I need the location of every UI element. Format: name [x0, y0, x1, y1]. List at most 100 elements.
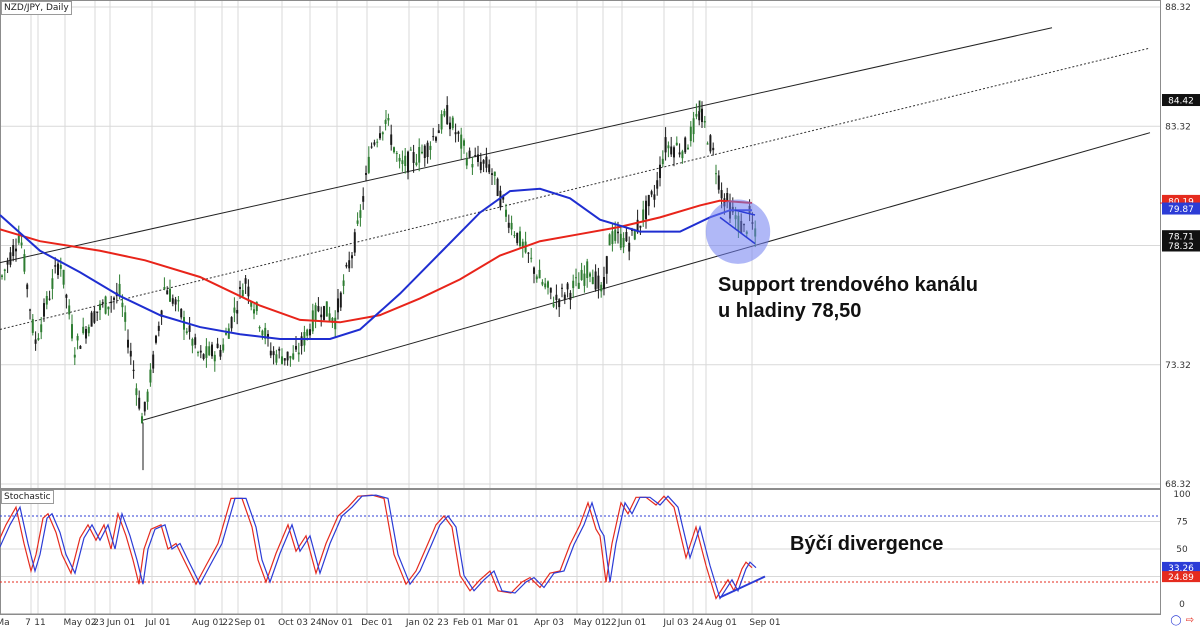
candle-body [93, 311, 96, 323]
candle [645, 195, 647, 229]
candle [20, 235, 23, 249]
candle [496, 177, 499, 197]
candle [698, 100, 701, 126]
candle-body [174, 299, 177, 305]
candle [99, 300, 101, 320]
x-tick-label: Apr 03 [534, 618, 564, 628]
divergence-annotation-line: Býčí divergence [790, 533, 944, 555]
candle-body [222, 344, 225, 351]
candle [670, 136, 673, 157]
candle-body [353, 232, 356, 253]
candle [171, 294, 174, 307]
candle-body [510, 222, 513, 230]
support-annotation-line-2: u hladiny 78,50 [718, 300, 862, 322]
candle [90, 310, 93, 327]
stochastic-label[interactable]: Stochastic [1, 490, 54, 504]
candle-body [12, 245, 15, 257]
candle [493, 171, 496, 185]
candle-body [709, 135, 712, 152]
candle [40, 317, 43, 340]
candle-body [395, 153, 398, 155]
candle [79, 345, 82, 350]
candle [569, 290, 572, 310]
candle-body [306, 329, 309, 336]
x-tick-label: Feb 01 [453, 618, 483, 628]
candle-body [241, 290, 244, 297]
candle [275, 349, 278, 366]
price-tick-label: 83.32 [1165, 122, 1191, 132]
candle [404, 147, 407, 174]
candle-body [233, 307, 236, 313]
candle-body [572, 280, 575, 289]
stoch-marker-label: 33.26 [1168, 564, 1194, 574]
candle [37, 333, 40, 341]
candle [692, 111, 695, 143]
price-tick-label: 68.32 [1165, 480, 1191, 490]
candle-body [143, 401, 146, 412]
candle-body [155, 335, 157, 343]
candle-body [552, 304, 555, 307]
chart-layout-icon[interactable]: ◯ [1170, 615, 1182, 626]
candle [625, 228, 628, 243]
candle [603, 266, 605, 296]
candle-body [300, 336, 303, 347]
candle [157, 321, 160, 337]
price-marker: 78.32 [1162, 239, 1200, 252]
candle [695, 103, 698, 120]
candle-body [230, 317, 233, 329]
ma-red-line [0, 199, 753, 324]
candle-body [527, 252, 530, 254]
arrow-out-icon[interactable]: ⇨ [1185, 615, 1194, 626]
symbol-label[interactable]: NZD/JPY, Daily [1, 1, 72, 15]
candle [281, 348, 283, 365]
candle-body [113, 297, 115, 300]
candle [272, 346, 275, 365]
candle-body [365, 173, 367, 175]
candle-body [712, 147, 715, 151]
candle-body [418, 147, 421, 163]
candle [421, 144, 423, 155]
price-marker-box [1162, 202, 1200, 215]
candle [549, 287, 552, 300]
candle [423, 144, 426, 167]
candle [365, 165, 367, 182]
divergence-annotation: Býčí divergence [790, 531, 943, 557]
candle [124, 305, 127, 331]
candle-body [59, 265, 62, 269]
candle [269, 342, 272, 359]
candle-body [622, 237, 625, 248]
candle [129, 342, 132, 365]
stoch-marker-label: 24.89 [1168, 573, 1194, 583]
candle-body [561, 287, 563, 289]
candle-body [171, 298, 174, 304]
candle [583, 265, 586, 293]
candle-body [692, 118, 695, 135]
candle [488, 159, 491, 175]
candle-body [40, 324, 43, 333]
candle-body [379, 133, 381, 139]
candle [286, 351, 289, 366]
candle [337, 288, 339, 320]
candle-body [591, 277, 594, 285]
candle [586, 258, 589, 288]
candle-body [197, 352, 199, 354]
candle [110, 295, 113, 313]
candle [236, 300, 239, 325]
candle [513, 231, 516, 239]
candle-body [146, 391, 149, 402]
candle-body [194, 337, 197, 345]
candle [166, 286, 169, 295]
candle-body [412, 152, 415, 163]
candle-body [138, 397, 141, 409]
candle-body [264, 327, 267, 339]
x-tick-label: Mar 01 [487, 618, 518, 628]
candle-body [547, 281, 549, 288]
candle-body [479, 161, 482, 171]
candle-body [356, 220, 359, 224]
candle-body [202, 354, 205, 359]
candle-body [160, 310, 163, 317]
candle-body [3, 269, 6, 271]
candle-body [703, 121, 706, 123]
candle [71, 314, 73, 342]
candle-body [695, 113, 698, 117]
